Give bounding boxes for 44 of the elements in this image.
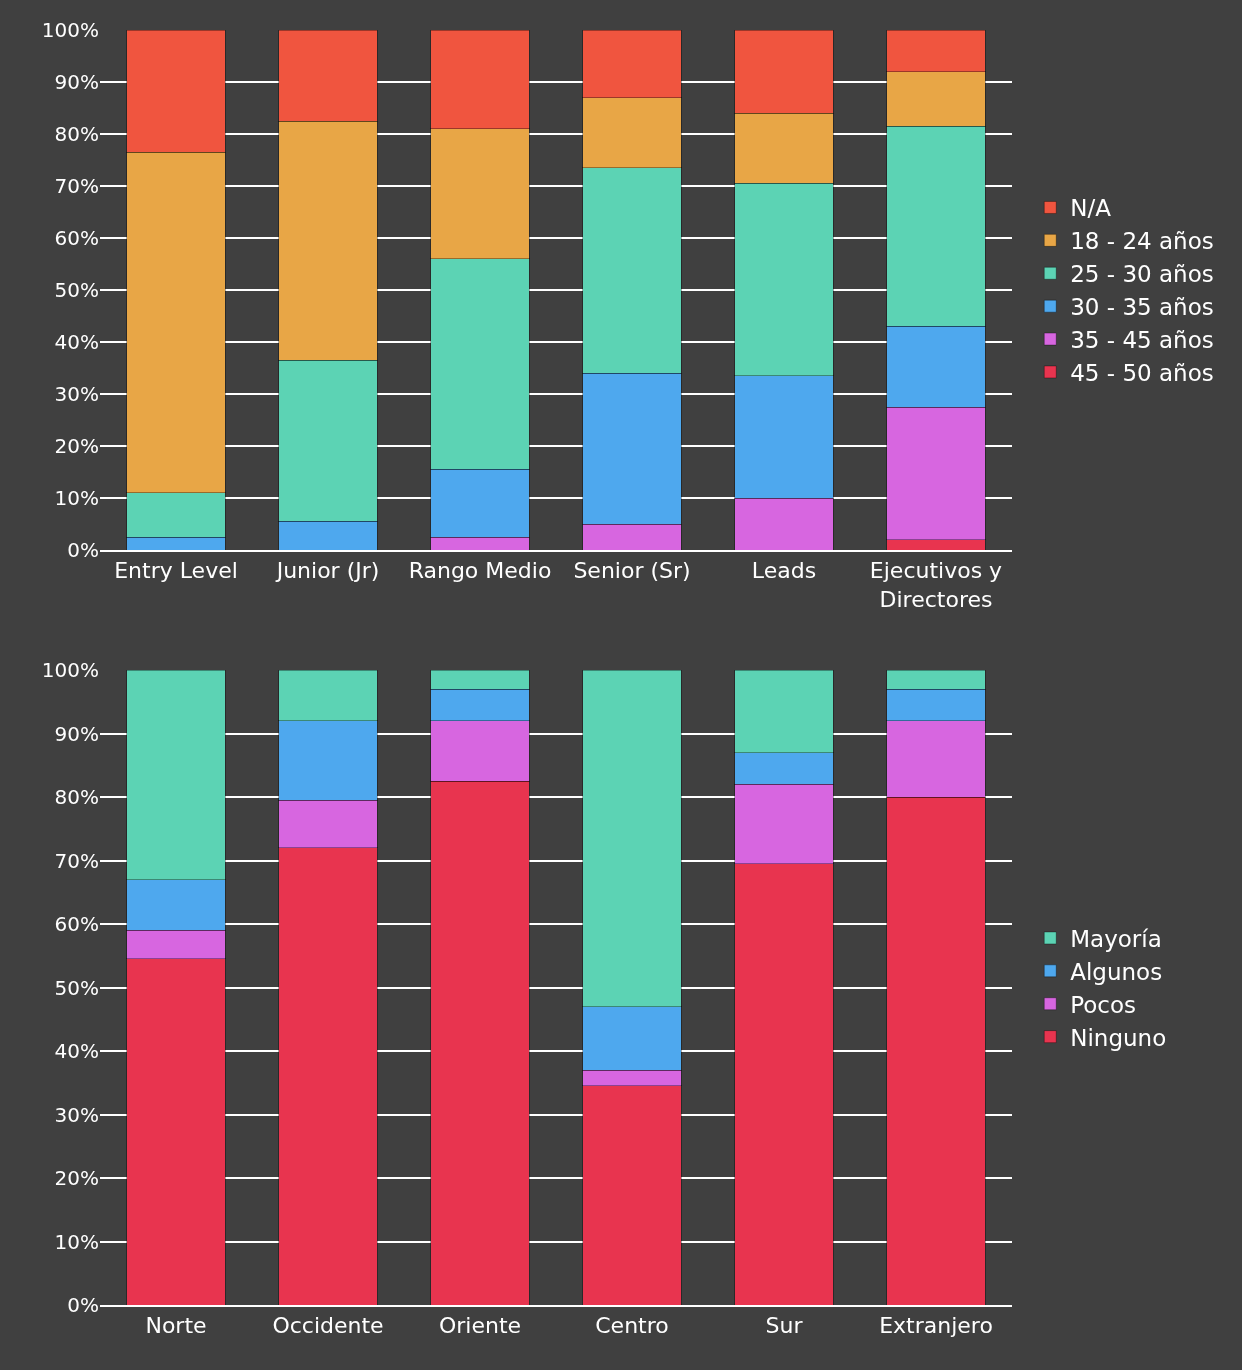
legend-label: Mayoría bbox=[1070, 925, 1162, 952]
legend-label: Algunos bbox=[1070, 958, 1163, 985]
legend-label: 18 - 24 años bbox=[1070, 228, 1214, 255]
x-tick-label: Sur bbox=[765, 1313, 804, 1339]
x-tick-label: Senior (Sr) bbox=[573, 558, 691, 584]
y-tick-label: 100% bbox=[41, 18, 99, 42]
y-tick-label: 10% bbox=[54, 486, 99, 510]
y-tick-label: 0% bbox=[67, 1293, 99, 1317]
x-tick-label: Centro bbox=[595, 1313, 669, 1339]
legend-label: 35 - 45 años bbox=[1070, 327, 1214, 354]
y-tick-label: 70% bbox=[54, 174, 99, 198]
y-tick-label: 50% bbox=[54, 278, 99, 302]
y-tick-label: 30% bbox=[54, 1102, 99, 1127]
x-tick-label: Rango Medio bbox=[408, 558, 552, 584]
y-tick-label: 0% bbox=[67, 538, 99, 562]
y-tick-label: 80% bbox=[54, 122, 99, 146]
y-tick-label: 60% bbox=[54, 226, 99, 250]
legend-label: Ninguno bbox=[1070, 1024, 1167, 1051]
x-tick-label: Occidente bbox=[272, 1313, 384, 1339]
y-tick-label: 20% bbox=[54, 434, 99, 458]
x-tick-label: Oriente bbox=[438, 1313, 522, 1339]
x-tick-label: Entry Level bbox=[114, 558, 238, 584]
y-tick-label: 80% bbox=[54, 785, 99, 809]
y-tick-label: 30% bbox=[54, 382, 99, 406]
y-tick-label: 90% bbox=[54, 70, 99, 94]
x-tick-label: Junior (Jr) bbox=[274, 558, 380, 584]
y-tick-label: 50% bbox=[54, 975, 99, 1000]
y-tick-label: 100% bbox=[41, 658, 99, 682]
x-tick-label: Leads bbox=[751, 558, 817, 584]
legend-label: 25 - 30 años bbox=[1070, 261, 1214, 288]
y-tick-label: 70% bbox=[54, 848, 99, 873]
legend-label: 45 - 50 años bbox=[1070, 359, 1214, 386]
legend-label: 30 - 35 años bbox=[1070, 294, 1214, 321]
y-tick-label: 40% bbox=[54, 1039, 99, 1063]
y-tick-label: 90% bbox=[54, 721, 99, 746]
x-tick-label: Norte bbox=[145, 1313, 207, 1339]
y-tick-label: 10% bbox=[54, 1229, 99, 1254]
x-tick-label: Ejecutivos y Directores bbox=[869, 558, 1003, 612]
legend-label: N/A bbox=[1070, 195, 1112, 222]
y-tick-label: 40% bbox=[54, 330, 99, 354]
x-tick-label: Extranjero bbox=[879, 1313, 993, 1339]
y-tick-label: 20% bbox=[54, 1166, 99, 1190]
y-tick-label: 60% bbox=[54, 912, 99, 936]
legend-label: Pocos bbox=[1070, 991, 1137, 1018]
